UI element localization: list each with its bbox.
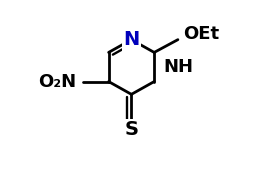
- Text: N: N: [123, 30, 140, 49]
- Text: OEt: OEt: [183, 25, 220, 43]
- Text: S: S: [124, 120, 138, 139]
- Text: O₂N: O₂N: [38, 73, 76, 91]
- Text: NH: NH: [163, 58, 193, 76]
